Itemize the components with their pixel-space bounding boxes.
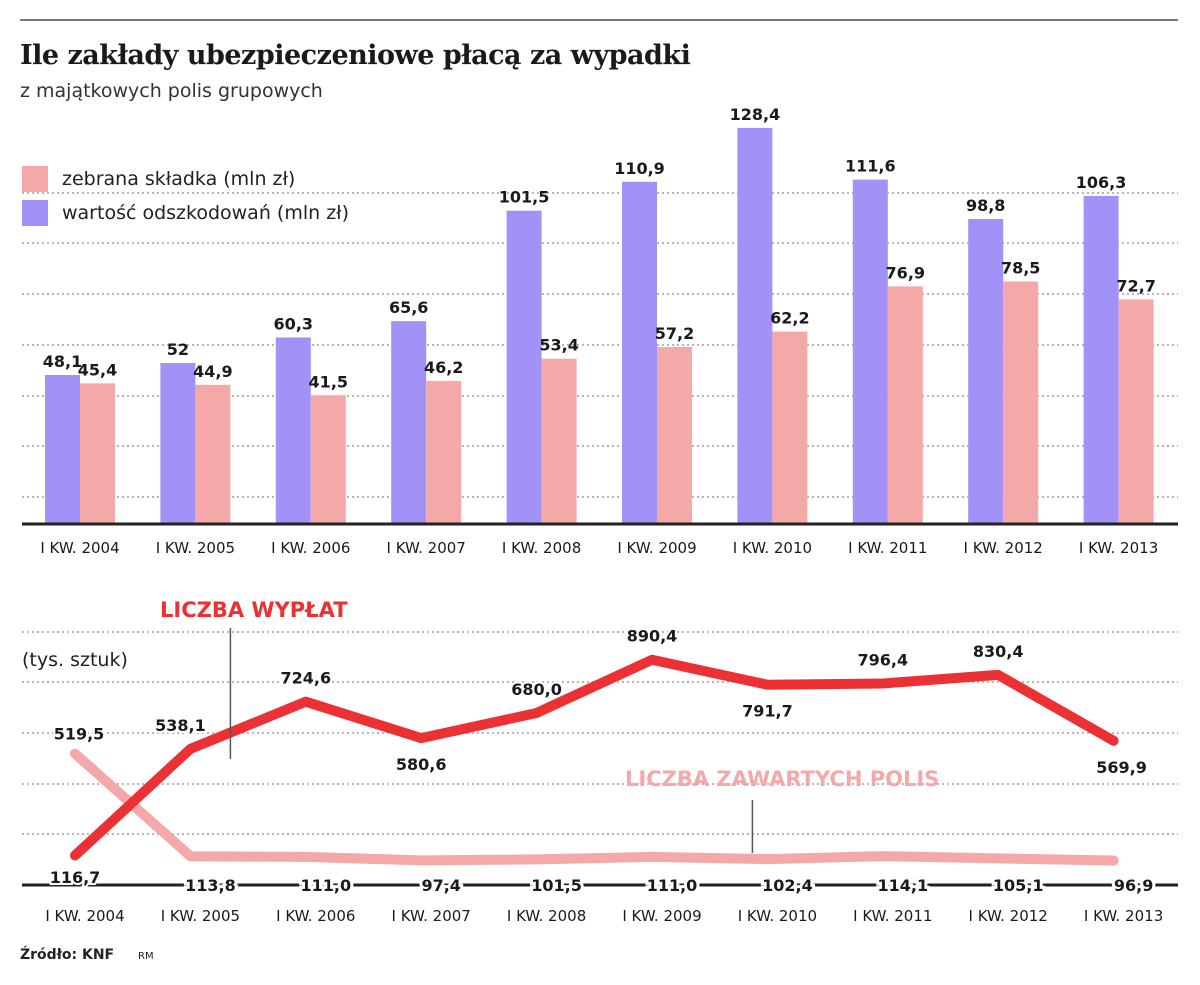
payouts-data-label: 890,4 — [627, 627, 678, 646]
payouts-series-title: LICZBA WYPŁAT — [160, 598, 348, 622]
legend-label-claims: wartość odszkodowań (mln zł) — [62, 202, 349, 224]
policies-data-label: 113,8 — [185, 876, 236, 895]
payouts-data-label: 796,4 — [857, 651, 908, 670]
claims-bar — [852, 179, 888, 523]
policies-data-label: 114,1 — [877, 876, 928, 895]
line-x-tick-label: I KW. 2006 — [276, 907, 355, 925]
line-x-tick-label: I KW. 2008 — [507, 907, 586, 925]
premium-bar — [657, 347, 692, 523]
line-x-tick-label: I KW. 2005 — [161, 907, 240, 925]
line-x-tick-label: I KW. 2013 — [1084, 907, 1163, 925]
claims-data-label: 48,1 — [43, 352, 82, 371]
legend-swatch-premium — [22, 166, 48, 192]
payouts-data-label: 569,9 — [1096, 758, 1147, 777]
policies-data-label: 111,0 — [300, 876, 351, 895]
payouts-data-label: 724,6 — [280, 669, 331, 688]
legend-item-premium: zebrana składka (mln zł) — [22, 162, 349, 196]
policies-line — [70, 748, 1119, 866]
policies-data-label: 97,4 — [421, 876, 460, 895]
policies-data-label: 111,0 — [647, 876, 698, 895]
claims-data-label: 111,6 — [845, 157, 896, 176]
claims-bar — [45, 375, 80, 523]
payouts-data-label: 538,1 — [155, 716, 206, 735]
bar-x-tick-label: I KW. 2012 — [964, 539, 1043, 557]
premium-data-label: 41,5 — [309, 372, 348, 391]
line-y-unit: (tys. sztuk) — [22, 649, 128, 671]
bar-x-tick-label: I KW. 2007 — [387, 539, 466, 557]
claims-data-label: 98,8 — [966, 196, 1005, 215]
line-x-tick-label: I KW. 2004 — [45, 907, 124, 925]
premium-bar — [772, 331, 808, 523]
premium-bar — [1003, 281, 1039, 523]
premium-data-label: 45,4 — [78, 360, 117, 379]
claims-data-label: 110,9 — [614, 159, 665, 178]
top-rule — [20, 19, 1178, 21]
payouts-data-label: 830,4 — [973, 642, 1024, 661]
legend-label-premium: zebrana składka (mln zł) — [62, 168, 296, 190]
line-x-tick-label: I KW. 2011 — [853, 907, 932, 925]
premium-data-label: 72,7 — [1116, 276, 1155, 295]
policies-data-label: 96,9 — [1114, 876, 1153, 895]
premium-bar — [426, 380, 462, 523]
claims-data-label: 101,5 — [499, 188, 550, 207]
bar-x-tick-label: I KW. 2013 — [1079, 539, 1158, 557]
claims-bar — [160, 363, 196, 523]
line-x-tick-label: I KW. 2012 — [969, 907, 1048, 925]
premium-bar — [887, 286, 923, 523]
premium-data-label: 78,5 — [1001, 258, 1040, 277]
bar-x-tick-label: I KW. 2010 — [733, 539, 812, 557]
claims-bar — [622, 181, 657, 523]
policies-data-label: 101,5 — [531, 876, 582, 895]
credit-note: RM — [138, 951, 154, 962]
claims-bar — [506, 210, 542, 523]
policies-data-label: 519,5 — [54, 725, 105, 744]
bar-x-tick-label: I KW. 2009 — [617, 539, 696, 557]
claims-data-label: 128,4 — [730, 105, 781, 124]
chart-title: Ile zakłady ubezpieczeniowe płacą za wyp… — [20, 40, 691, 71]
bar-x-tick-label: I KW. 2006 — [271, 539, 350, 557]
policies-data-label: 102,4 — [762, 876, 813, 895]
bar-x-tick-label: I KW. 2008 — [502, 539, 581, 557]
legend-swatch-claims — [22, 200, 48, 226]
policies-series-title: LICZBA ZAWARTYCH POLIS — [625, 767, 939, 791]
claims-bar — [737, 127, 773, 523]
premium-data-label: 57,2 — [655, 324, 694, 343]
premium-data-label: 62,2 — [770, 309, 809, 328]
premium-bar — [310, 395, 346, 523]
claims-data-label: 106,3 — [1076, 173, 1127, 192]
bar-x-tick-label: I KW. 2011 — [848, 539, 927, 557]
bar-x-tick-label: I KW. 2004 — [40, 539, 119, 557]
legend-item-claims: wartość odszkodowań (mln zł) — [22, 196, 349, 230]
policies-data-label: 105,1 — [993, 876, 1044, 895]
claims-data-label: 65,6 — [389, 298, 428, 317]
claims-data-label: 52 — [167, 340, 189, 359]
premium-bar — [1118, 299, 1154, 523]
legend: zebrana składka (mln zł) wartość odszkod… — [22, 162, 349, 230]
payouts-data-label: 791,7 — [742, 702, 793, 721]
line-x-tick-label: I KW. 2010 — [738, 907, 817, 925]
payouts-data-label: 580,6 — [396, 755, 447, 774]
source-note: Źródło: KNF — [20, 947, 115, 963]
payouts-line — [70, 654, 1119, 861]
payouts-data-label: 680,0 — [511, 680, 562, 699]
bar-x-tick-label: I KW. 2005 — [156, 539, 235, 557]
line-x-tick-label: I KW. 2009 — [622, 907, 701, 925]
premium-data-label: 44,9 — [193, 362, 232, 381]
chart-subtitle: z majątkowych polis grupowych — [20, 80, 323, 102]
claims-bar — [275, 337, 311, 523]
claims-bar — [391, 321, 427, 523]
premium-data-label: 76,9 — [886, 263, 925, 282]
premium-bar — [195, 384, 231, 523]
premium-data-label: 46,2 — [424, 358, 463, 377]
premium-bar — [541, 358, 577, 523]
premium-bar — [80, 383, 115, 523]
claims-bar — [968, 219, 1004, 523]
payouts-data-label: 116,7 — [50, 868, 101, 887]
line-x-tick-label: I KW. 2007 — [392, 907, 471, 925]
claims-bar — [1083, 195, 1119, 523]
claims-data-label: 60,3 — [274, 314, 313, 333]
premium-data-label: 53,4 — [539, 336, 578, 355]
